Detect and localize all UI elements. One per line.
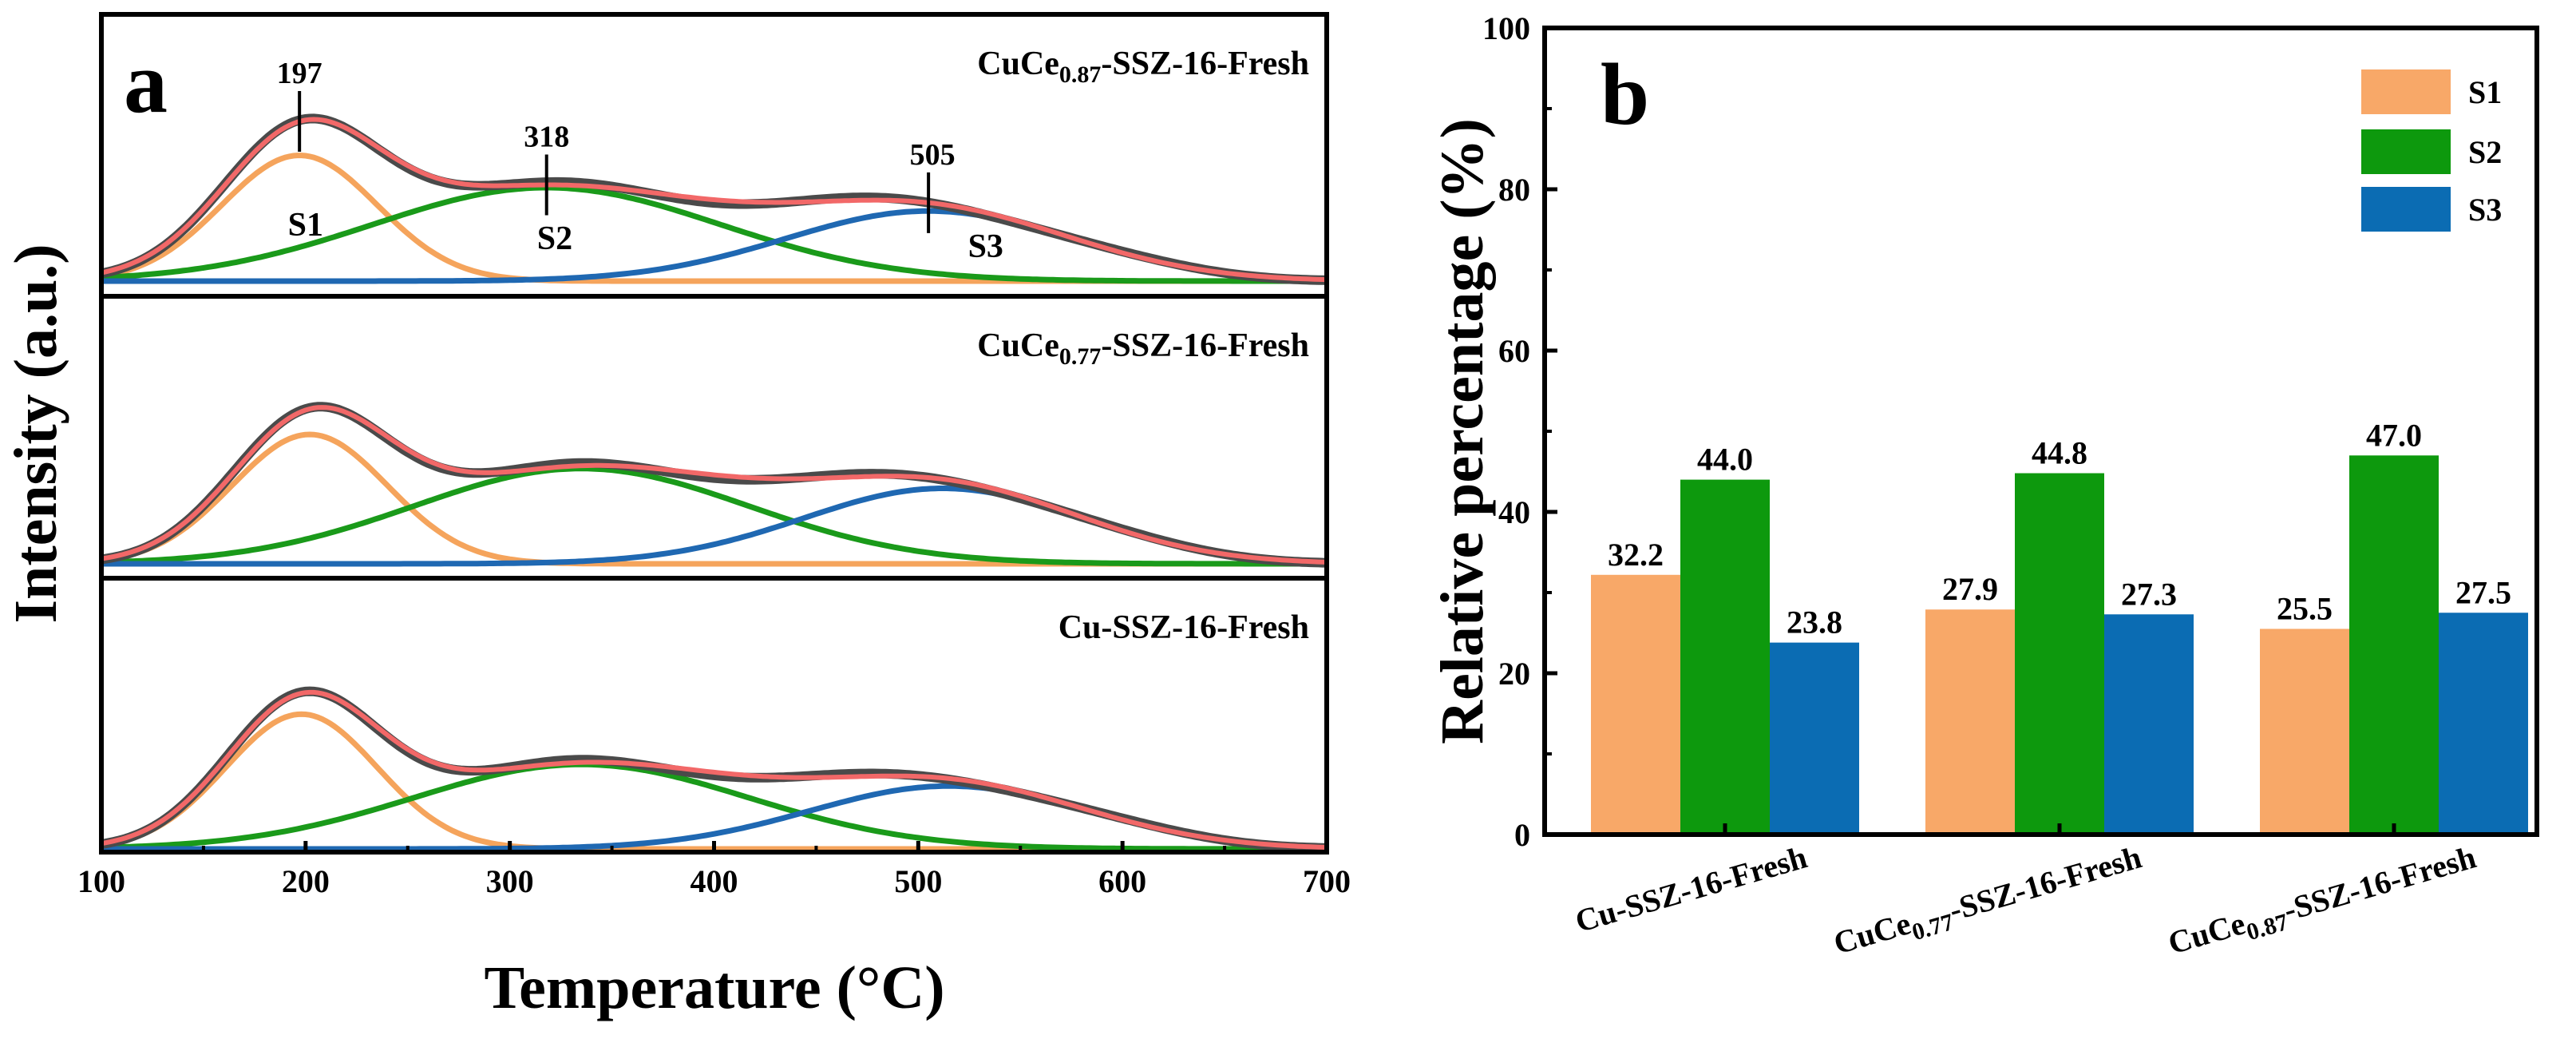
bar-value-label: 23.8 [1787, 605, 1842, 640]
subplot-2-measured-line [101, 402, 1328, 568]
subplot-1-component-s2-line [101, 184, 1327, 284]
bar-s2-2 [2015, 473, 2104, 835]
bar-value-label: 47.0 [2366, 417, 2422, 453]
panel-b-y-ticks: 0 20 40 60 80 100 [1482, 10, 1557, 853]
subplot-3-sample-label: Cu-SSZ-16-Fresh [1058, 609, 1309, 646]
bar-value-label: 44.0 [1697, 442, 1753, 478]
panel-a-sample-labels: CuCe0.87-SSZ-16-Fresh CuCe0.77-SSZ-16-Fre… [977, 46, 1309, 646]
subplot-2-component-s2-line [101, 466, 1327, 567]
bar-value-label: 27.3 [2121, 576, 2177, 612]
panel-b-legend: S1 S2 S3 [2361, 69, 2502, 232]
panel-a-x-tick-label-600: 600 [1098, 863, 1146, 899]
legend-swatch-s3 [2361, 187, 2451, 232]
legend-swatch-s2 [2361, 129, 2451, 174]
panel-a-x-tick-label-100: 100 [77, 863, 125, 899]
subplot-1-component-s1-line [101, 153, 1327, 284]
subplot-3-fit-line [101, 689, 1328, 850]
subplot-1-sample-label: CuCe0.87-SSZ-16-Fresh [977, 46, 1309, 88]
component-label-s2: S2 [537, 220, 572, 257]
bar-s3-1 [1770, 642, 1859, 835]
panel-b-bars: 32.2 44.0 23.8 27.9 44.8 27.3 25.5 47.0 27.5 [1591, 417, 2528, 835]
bar-value-label: 44.8 [2032, 435, 2087, 471]
subplot-2-component-s3-line [101, 486, 1328, 567]
panel-b: 32.2 44.0 23.8 27.9 44.8 27.3 25.5 47.0 27.5 0 20… [1429, 10, 2539, 967]
panel-a-frame [99, 12, 1329, 855]
bar-value-label: 32.2 [1608, 537, 1664, 573]
bar-value-label: 27.9 [1942, 571, 1998, 607]
panel-a-x-tick-label-200: 200 [282, 863, 330, 899]
panel-a-y-axis-title: Intensity (a.u.) [2, 244, 69, 623]
panel-a-x-tick-label-700: 700 [1303, 863, 1351, 899]
category-label-3: CuCe0.87-SSZ-16-Fresh [2164, 839, 2482, 967]
peak-value-197: 197 [277, 57, 322, 90]
panel-b-y-axis-title: Relative percentage (%) [1429, 118, 1496, 744]
panel-b-x-ticks: Cu-SSZ-16-FreshCuCe0.77-SSZ-16-FreshCuCe… [1571, 823, 2482, 967]
subplot-2-fit-line [101, 405, 1328, 565]
panel-a-x-tick-label-500: 500 [894, 863, 942, 899]
bar-s1-2 [1925, 609, 2015, 835]
panel-b-y-tick-label-80: 80 [1498, 172, 1530, 208]
category-label-2: CuCe0.77-SSZ-16-Fresh [1830, 839, 2147, 967]
legend-label-s2: S2 [2468, 134, 2502, 170]
bar-value-label: 27.5 [2455, 574, 2511, 610]
panel-a-x-ticks: 100 200 300 400 500 600 700 [77, 841, 1351, 899]
subplot-1-fit-line [101, 117, 1328, 283]
component-label-s1: S1 [288, 207, 323, 244]
bar-s2-1 [1680, 479, 1770, 835]
panel-a-x-tick-label-400: 400 [690, 863, 738, 899]
panel-a-peak-labels: 197 318 505 S1 S2 S3 [277, 57, 1003, 265]
panel-a-x-tick-label-300: 300 [486, 863, 534, 899]
bar-s2-3 [2349, 455, 2439, 835]
panel-letter-b: b [1601, 46, 1649, 143]
bar-value-label: 25.5 [2277, 590, 2333, 626]
panel-a-x-axis-title: Temperature (°C) [484, 954, 944, 1021]
panel-b-y-tick-label-100: 100 [1482, 10, 1530, 46]
bar-s1-1 [1591, 574, 1680, 835]
panel-b-y-tick-label-0: 0 [1514, 817, 1530, 853]
panel-b-y-tick-label-40: 40 [1498, 494, 1530, 530]
panel-a-curves [100, 113, 1328, 853]
subplot-3-component-s3-line [101, 783, 1328, 852]
panel-a: 100 200 300 400 500 600 700 a Temperature (°C)… [2, 12, 1351, 1021]
legend-swatch-s1 [2361, 69, 2451, 114]
bar-s3-3 [2439, 613, 2528, 835]
legend-label-s3: S3 [2468, 192, 2502, 228]
component-label-s3: S3 [968, 228, 1003, 265]
panel-b-y-tick-label-20: 20 [1498, 656, 1530, 692]
peak-value-505: 505 [910, 138, 956, 172]
peak-value-318: 318 [524, 121, 569, 154]
legend-label-s1: S1 [2468, 74, 2502, 110]
category-label-1: Cu-SSZ-16-Fresh [1571, 839, 1810, 939]
panel-letter-a: a [124, 34, 168, 131]
subplot-2-sample-label: CuCe0.77-SSZ-16-Fresh [977, 327, 1309, 370]
bar-s3-2 [2104, 614, 2194, 835]
panel-b-y-tick-label-60: 60 [1498, 333, 1530, 369]
bar-s1-3 [2260, 629, 2349, 835]
